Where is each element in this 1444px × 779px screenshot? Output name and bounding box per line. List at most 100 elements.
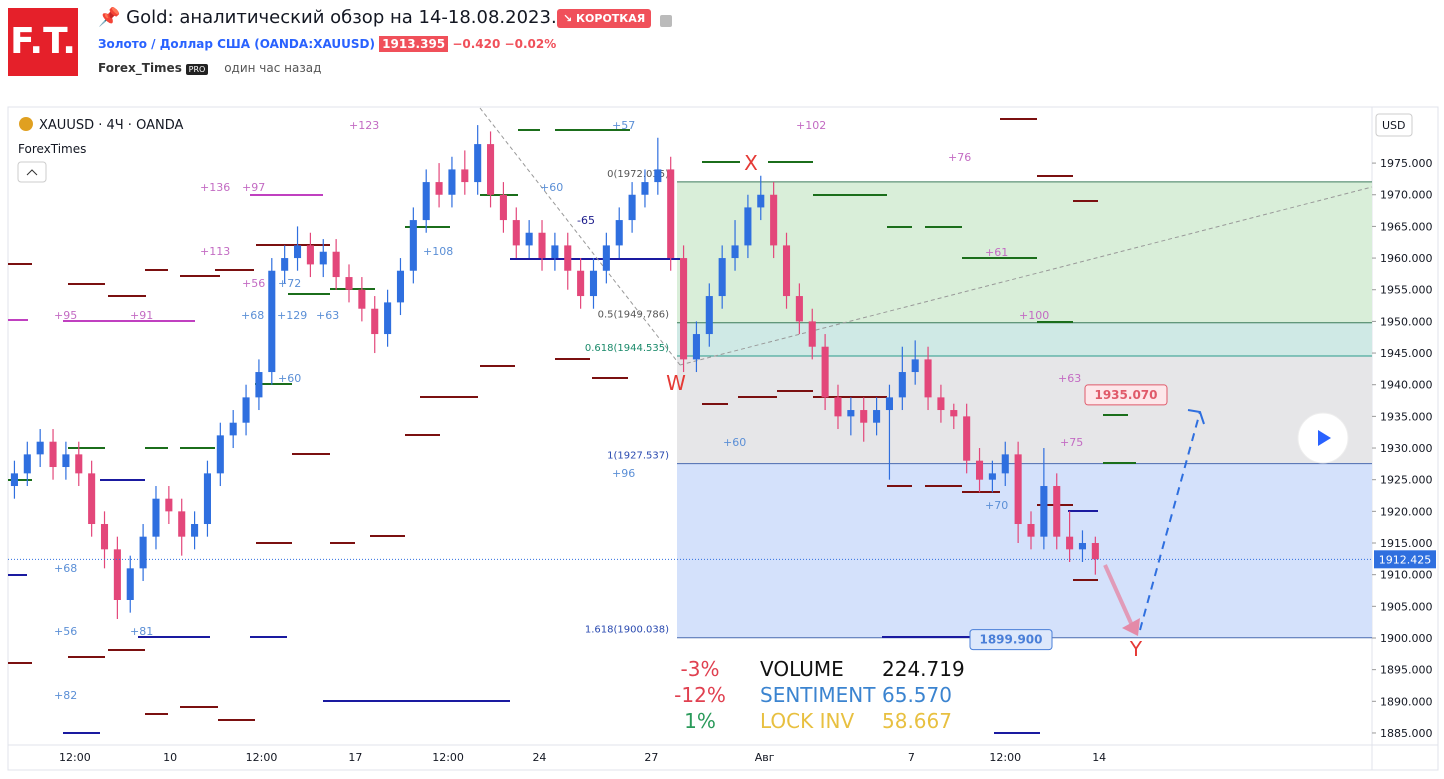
candle-body [396,270,405,303]
stat-value: 58.667 [882,709,952,733]
candle-body [487,144,495,195]
currency-label: USD [1382,119,1406,132]
candle-body [88,473,96,525]
candle-body [384,302,392,335]
annotation: +100 [1019,309,1049,322]
candle-body [898,372,906,398]
candle-body [1001,454,1009,474]
indicator-name: ForexTimes [18,142,86,156]
projection-arrow [1139,411,1201,631]
candle-body [358,289,366,309]
pattern-label: X [744,151,758,175]
collapse-icon [26,169,38,176]
stat-name: SENTIMENT [760,683,876,707]
candle-body [744,207,752,246]
change: −0.420 [452,37,501,51]
annotation: +96 [612,467,635,480]
candle-body [705,296,713,335]
annotation: +97 [242,181,265,194]
candle-body [319,251,327,265]
price-label: 1935.070 [1094,388,1157,402]
title-text: Gold: аналитический обзор на 14-18.08.20… [126,7,557,28]
candle-body [100,524,109,550]
x-tick-label: 7 [908,751,915,764]
candle-body [1053,486,1061,537]
candle-body [834,397,842,417]
annotation: +68 [54,562,77,575]
annotation: +57 [612,119,635,132]
candle-body [306,245,314,265]
candle-body [422,182,430,221]
x-tick-label: 12:00 [59,751,91,764]
annotation: +60 [723,436,746,449]
badge[interactable]: ↘ КОРОТКАЯ [557,9,652,28]
x-tick-label: 12:00 [246,751,278,764]
chart-frame [7,106,1439,771]
candle-body [165,498,173,512]
candle-body [538,232,546,259]
annotation: +102 [796,119,826,132]
collapse-button[interactable] [17,161,47,183]
fib-zone [677,355,1372,464]
candle-body [113,549,121,600]
candle-body [937,397,945,411]
candle-body [911,359,919,373]
change-pct: −0.02% [504,37,557,51]
candle-body [1014,454,1022,525]
candle-body [860,410,868,423]
x-tick-label: 10 [163,751,177,764]
annotation: +72 [278,277,301,290]
y-tick-label: 1970.000 [1380,189,1433,202]
candle-body [75,454,83,474]
y-tick-label: 1885.000 [1380,727,1433,740]
candle-body [268,270,276,373]
candle-body [178,511,186,537]
candle-body [1091,543,1099,560]
candle-body [461,169,469,183]
x-tick-label: 12:00 [432,751,464,764]
y-tick-label: 1950.000 [1380,315,1433,328]
candle-body [448,169,456,195]
y-tick-label: 1915.000 [1380,537,1433,550]
stat-change: -12% [674,683,726,707]
annotation: +60 [278,372,301,385]
annotation: +95 [54,309,77,322]
annotation: -65 [577,214,595,227]
x-tick-label: 27 [644,751,658,764]
symbol-code[interactable]: (OANDA:XAUUSD) [254,37,375,51]
candle-body [293,245,302,259]
x-tick-label: 17 [348,751,362,764]
candle-body [873,410,881,423]
candle-body [1078,543,1087,550]
annotation: +56 [54,625,77,638]
stat-name: VOLUME [760,657,844,681]
y-tick-label: 1945.000 [1380,347,1433,360]
candle-body [963,416,971,461]
fib-label: 1.618(1900.038) [585,625,669,636]
candle-body [577,270,585,297]
last-price-tag [1374,550,1436,569]
author[interactable]: Forex_Times [98,61,182,75]
symbol-name[interactable]: Золото / Доллар США [98,37,251,51]
candle-body [1066,536,1074,550]
annotation: +82 [54,689,77,702]
candle-body [23,454,31,474]
candle-body [1040,486,1048,537]
projection-arrow [1103,564,1137,633]
trend-line [679,186,1373,366]
x-tick-label: 12:00 [989,751,1021,764]
candle-body [62,454,70,468]
annotation: +108 [423,245,453,258]
annotation: +123 [349,119,379,132]
y-tick-label: 1925.000 [1380,474,1433,487]
stat-name: LOCK INV [760,709,854,733]
stat-change: 1% [684,709,716,733]
candle-body [654,169,662,183]
lock-icon [660,15,672,27]
fib-zone [677,181,1372,323]
candle-body [602,245,610,271]
candle-body [692,334,700,360]
y-tick-label: 1955.000 [1380,284,1433,297]
y-tick-label: 1935.000 [1380,410,1433,423]
